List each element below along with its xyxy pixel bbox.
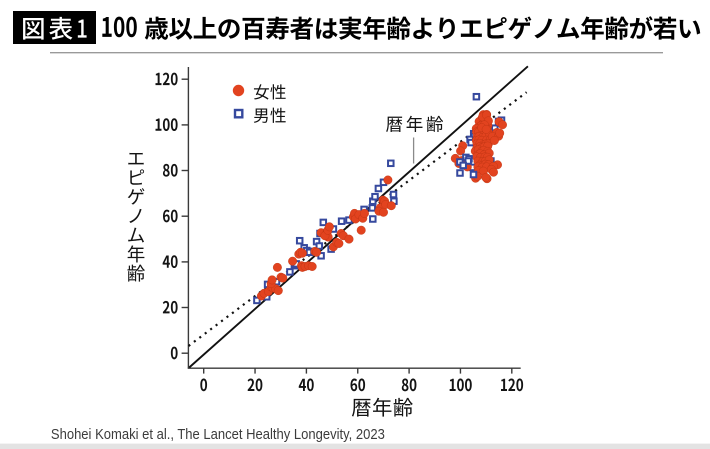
- svg-text:Shohei Komaki et al., The Lanc: Shohei Komaki et al., The Lancet Healthy…: [51, 425, 385, 442]
